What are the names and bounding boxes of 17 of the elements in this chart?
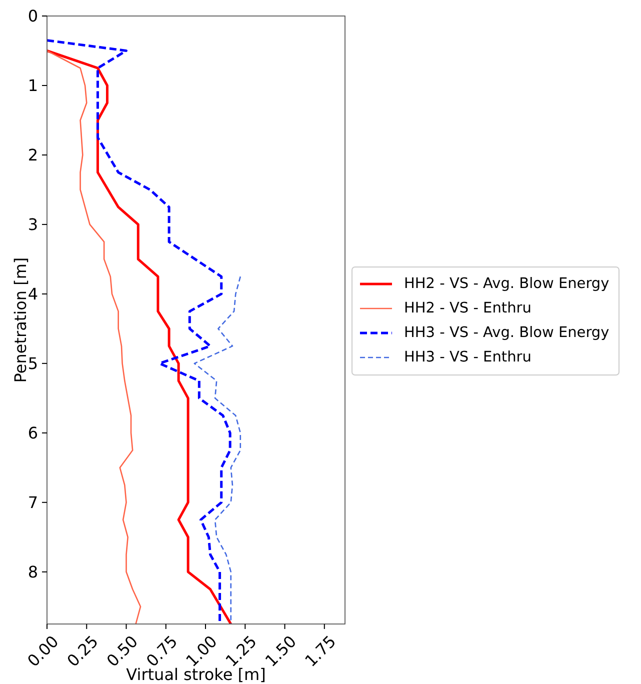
legend-label: HH3 - VS - Enthru [404, 350, 532, 366]
y-tick-label: 3 [28, 214, 38, 234]
y-tick-label: 5 [28, 354, 38, 373]
line-series [194, 276, 242, 624]
y-tick-label: 4 [28, 284, 38, 304]
legend-label: HH3 - VS - Avg. Blow Energy [404, 325, 610, 341]
y-tick-label: 0 [28, 6, 38, 26]
y-tick-label: 7 [28, 492, 38, 512]
y-tick-label: 8 [28, 562, 38, 582]
y-tick-label: 6 [28, 423, 38, 442]
line-series [47, 50, 142, 624]
y-tick-label: 1 [28, 76, 38, 95]
x-axis-title: Virtual stroke [m] [126, 665, 266, 684]
legend-label: HH2 - VS - Avg. Blow Energy [404, 276, 610, 292]
y-tick-label: 2 [28, 145, 38, 164]
y-axis-title: Penetration [m] [11, 257, 30, 383]
legend-label: HH2 - VS - Enthru [404, 300, 532, 316]
